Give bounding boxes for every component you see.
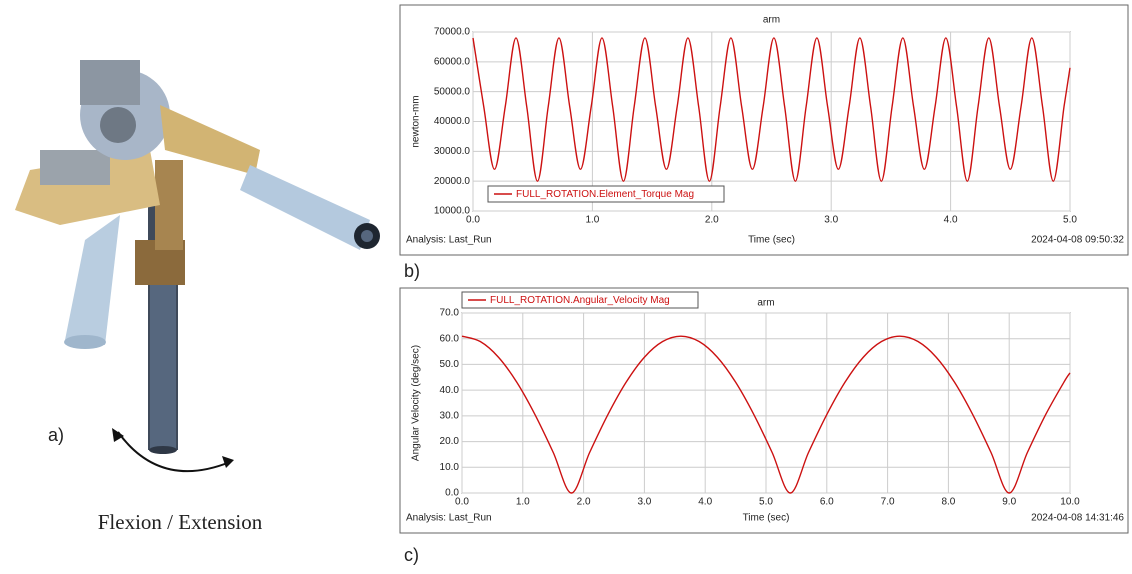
panel-label: b) [404,261,420,281]
y-tick-label: 60000.0 [434,56,471,67]
x-tick-label: 2.0 [705,215,719,226]
x-axis-label: Time (sec) [743,513,790,524]
x-tick-label: 1.0 [585,215,599,226]
y-tick-label: 40000.0 [434,116,471,127]
y-tick-label: 20.0 [440,436,460,447]
legend-label: FULL_ROTATION.Angular_Velocity Mag [490,295,670,306]
y-tick-label: 10.0 [440,462,460,473]
x-tick-label: 3.0 [824,215,838,226]
y-tick-label: 40.0 [440,385,460,396]
footer-right: 2024-04-08 09:50:32 [1031,235,1124,246]
legend-box [461,291,699,309]
x-tick-label: 0.0 [455,497,469,508]
y-tick-label: 30000.0 [434,146,471,157]
y-tick-label: 30.0 [440,410,460,421]
robot-arm-render [15,60,380,473]
footer-right: 2024-04-08 14:31:46 [1031,513,1124,524]
x-tick-label: 5.0 [759,497,773,508]
x-tick-label: 0.0 [466,215,480,226]
data-line [461,335,1071,494]
panel-label: c) [404,545,419,565]
caption: Flexion / Extension [98,510,263,534]
y-tick-label: 0.0 [445,488,459,499]
y-tick-label: 50000.0 [434,86,471,97]
x-tick-label: 9.0 [1002,497,1016,508]
y-tick-label: 50.0 [440,359,460,370]
x-tick-label: 5.0 [1063,215,1077,226]
y-tick-label: 70.0 [440,308,460,319]
y-tick-label: 20000.0 [434,176,471,187]
x-tick-label: 1.0 [516,497,530,508]
y-tick-label: 60.0 [440,333,460,344]
x-tick-label: 4.0 [698,497,712,508]
x-tick-label: 2.0 [577,497,591,508]
chart-title: arm [757,298,774,309]
legend-box [487,185,725,203]
y-tick-label: 70000.0 [434,27,471,38]
x-tick-label: 4.0 [944,215,958,226]
panel-label: a) [48,425,64,445]
chart-title: arm [763,15,780,26]
data-line [472,37,1071,182]
x-tick-label: 3.0 [637,497,651,508]
footer-left: Analysis: Last_Run [406,513,492,524]
x-tick-label: 10.0 [1060,497,1080,508]
legend-label: FULL_ROTATION.Element_Torque Mag [516,189,694,200]
y-axis-label: newton-mm [411,95,422,147]
y-axis-label: Angular Velocity (deg/sec) [411,345,422,461]
x-tick-label: 7.0 [881,497,895,508]
x-axis-label: Time (sec) [748,235,795,246]
footer-left: Analysis: Last_Run [406,235,492,246]
x-tick-label: 8.0 [941,497,955,508]
y-tick-label: 10000.0 [434,206,471,217]
x-tick-label: 6.0 [820,497,834,508]
